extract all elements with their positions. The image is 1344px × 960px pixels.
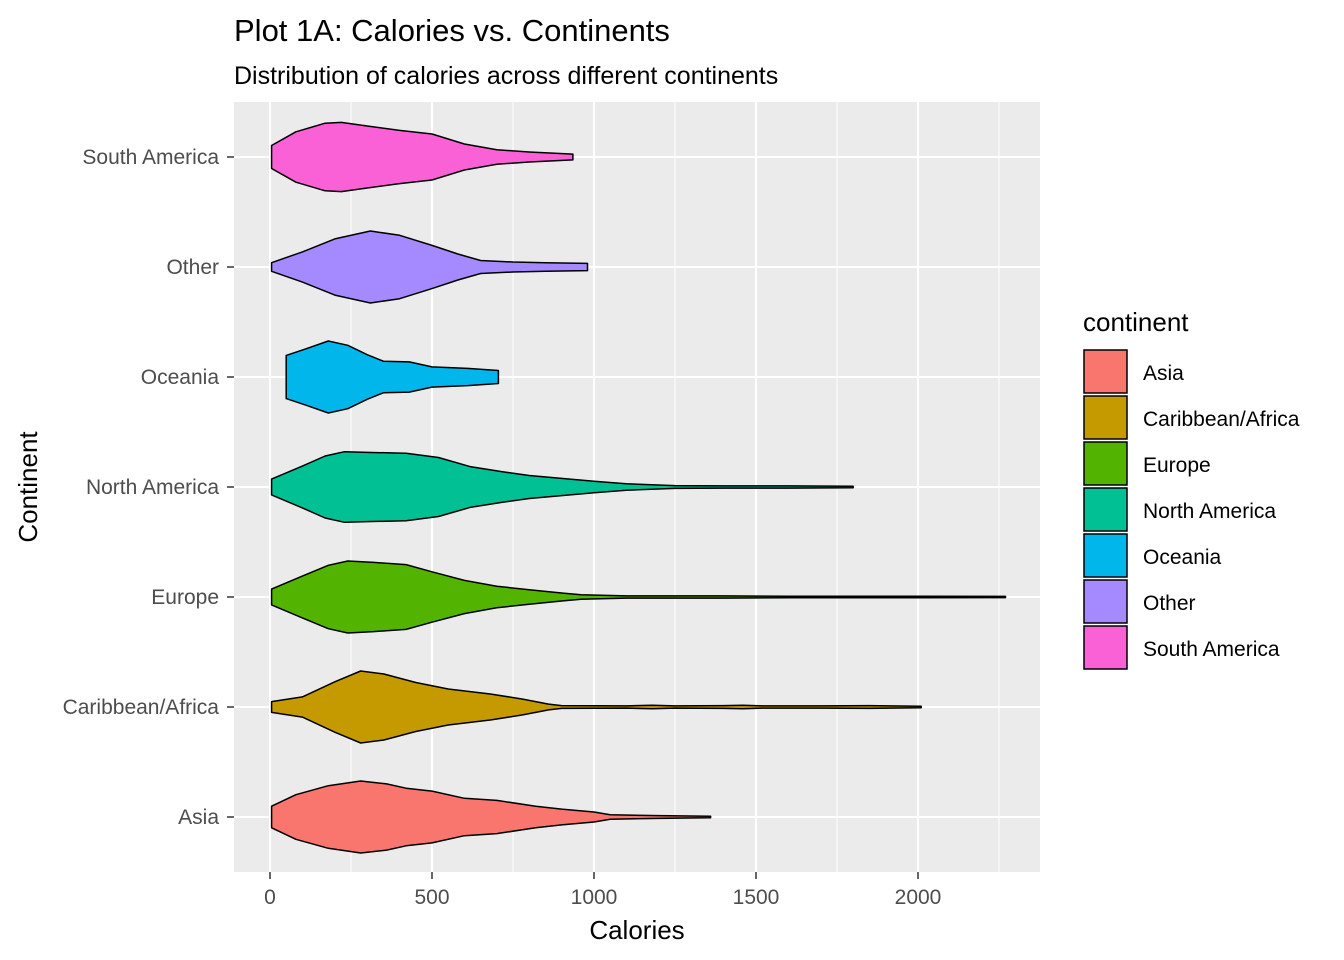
chart-subtitle: Distribution of calories across differen… bbox=[234, 62, 778, 90]
legend-label: North America bbox=[1143, 500, 1276, 523]
y-tick-label: Oceania bbox=[141, 366, 220, 389]
y-tick-label: Caribbean/Africa bbox=[63, 696, 220, 719]
y-tick-label: North America bbox=[86, 476, 219, 499]
legend-swatch bbox=[1083, 487, 1128, 532]
violin-other bbox=[270, 230, 589, 304]
x-tick-label: 1500 bbox=[733, 886, 780, 909]
x-tick-label: 0 bbox=[264, 886, 276, 909]
legend: Asia Caribbean/Africa Europe North America O… bbox=[1083, 349, 1300, 670]
legend-swatch bbox=[1083, 349, 1128, 394]
legend-label: Caribbean/Africa bbox=[1143, 408, 1300, 431]
violin-caribbean-africa bbox=[270, 670, 922, 744]
y-axis-title: Continent bbox=[13, 431, 43, 543]
legend-swatch bbox=[1083, 441, 1128, 486]
y-tick-label: Europe bbox=[151, 586, 219, 609]
violin-asia bbox=[270, 780, 712, 854]
legend-label: Oceania bbox=[1143, 546, 1222, 569]
legend-swatch bbox=[1083, 395, 1128, 440]
x-axis-title: Calories bbox=[589, 915, 684, 945]
legend-label: Europe bbox=[1143, 454, 1211, 477]
legend-label: Asia bbox=[1143, 362, 1184, 385]
x-tick-label: 500 bbox=[414, 886, 449, 909]
legend-swatch bbox=[1083, 625, 1128, 670]
legend-swatch bbox=[1083, 579, 1128, 624]
x-tick-label: 1000 bbox=[571, 886, 618, 909]
violin-north-america bbox=[270, 450, 854, 524]
legend-swatch bbox=[1083, 533, 1128, 578]
chart-title: Plot 1A: Calories vs. Continents bbox=[234, 13, 670, 48]
violin-oceania bbox=[285, 340, 500, 414]
legend-label: South America bbox=[1143, 638, 1280, 661]
x-tick-label: 2000 bbox=[895, 886, 942, 909]
x-axis: 0 500 1000 1500 2000 bbox=[264, 872, 941, 909]
violin-south-america bbox=[270, 121, 574, 193]
violin-europe bbox=[270, 560, 1007, 634]
violins bbox=[270, 121, 1007, 854]
y-axis: Asia Caribbean/Africa Europe North America O… bbox=[63, 146, 234, 829]
legend-label: Other bbox=[1143, 592, 1196, 615]
y-tick-label: Other bbox=[166, 256, 219, 279]
legend-title: continent bbox=[1083, 307, 1189, 337]
y-tick-label: South America bbox=[82, 146, 219, 169]
y-tick-label: Asia bbox=[178, 806, 219, 829]
